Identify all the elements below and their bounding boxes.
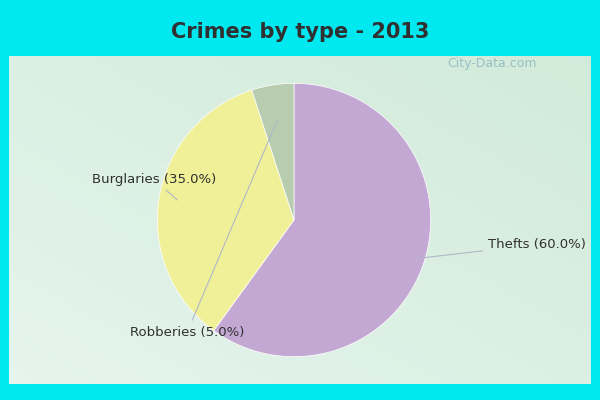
Text: Crimes by type - 2013: Crimes by type - 2013 [171,22,429,42]
Text: City-Data.com: City-Data.com [447,58,537,70]
Text: Thefts (60.0%): Thefts (60.0%) [416,238,586,258]
Bar [9,56,591,384]
Wedge shape [214,83,431,357]
Text: Burglaries (35.0%): Burglaries (35.0%) [92,172,216,200]
Wedge shape [252,83,294,220]
Wedge shape [157,90,294,330]
Text: Robberies (5.0%): Robberies (5.0%) [130,121,277,338]
